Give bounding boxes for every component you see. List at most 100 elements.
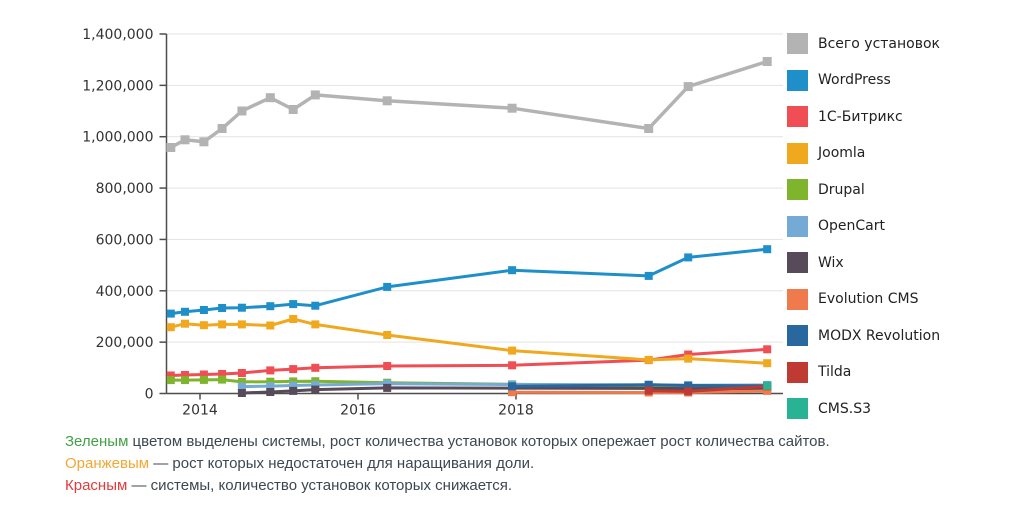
footnote-line: Зеленым цветом выделены системы, рост ко… — [65, 431, 965, 453]
series-marker-total-installs — [237, 106, 247, 116]
series-marker-joomla — [289, 315, 298, 323]
series-marker-1c-bitrix — [383, 362, 392, 370]
series-marker-1c-bitrix — [289, 365, 298, 374]
legend-label: Joomla — [818, 145, 866, 161]
series-marker-wordpress — [266, 302, 275, 311]
series-marker-opencart — [383, 379, 392, 388]
series-marker-drupal — [237, 377, 246, 386]
footnote-term: Зеленым — [65, 433, 129, 450]
series-marker-wix — [311, 385, 320, 394]
legend-swatch-evolution-cms — [787, 288, 808, 310]
legend-label: Drupal — [818, 181, 865, 198]
series-marker-1c-bitrix — [237, 369, 246, 377]
series-marker-wix — [383, 383, 392, 392]
legend-item-1c-bitrix: 1С-Битрикс — [787, 106, 940, 127]
y-tick-label: 200,000 — [96, 335, 154, 351]
series-marker-wordpress — [218, 304, 227, 312]
series-marker-total-installs — [288, 105, 298, 114]
series-line-total-installs — [169, 59, 768, 150]
series-marker-joomla — [684, 354, 693, 363]
footnote-line: Красным — системы, количество установок … — [65, 475, 965, 497]
series-marker-joomla — [383, 331, 392, 339]
series-marker-joomla — [644, 355, 653, 364]
series-marker-joomla — [311, 320, 320, 329]
y-tick-label: 1,000,000 — [82, 130, 153, 146]
legend-item-drupal: Drupal — [787, 179, 940, 200]
series-marker-wordpress — [237, 303, 246, 312]
legend-item-tilda: Tilda — [787, 361, 940, 383]
x-tick-label: 2018 — [498, 403, 534, 419]
series-marker-modx-revolution — [508, 382, 517, 391]
chart-footnotes: Зеленым цветом выделены системы, рост ко… — [65, 431, 965, 497]
series-marker-wordpress — [199, 306, 208, 314]
chart-legend: Всего установок WordPress 1С-Битрикс Joomla… — [787, 33, 940, 435]
series-marker-wordpress — [508, 266, 517, 275]
series-marker-drupal — [199, 375, 208, 384]
series-marker-drupal — [289, 377, 298, 386]
series-marker-joomla — [763, 359, 772, 368]
series-marker-wordpress — [311, 301, 320, 310]
legend-swatch-total-installs — [787, 33, 808, 54]
series-line-modx-revolution — [512, 383, 768, 388]
series-marker-wordpress — [166, 309, 175, 318]
legend-swatch-opencart — [787, 215, 808, 237]
series-marker-joomla — [266, 321, 275, 330]
series-marker-wordpress — [763, 245, 772, 254]
series-marker-total-installs — [762, 57, 772, 66]
legend-swatch-joomla — [787, 142, 808, 164]
series-marker-evolution-cms — [508, 388, 517, 397]
legend-swatch-wordpress — [787, 69, 808, 91]
footnote-term: Оранжевым — [65, 455, 150, 472]
series-marker-1c-bitrix — [763, 345, 772, 354]
series-marker-1c-bitrix — [311, 363, 320, 372]
footnote-text: — системы, количество установок которых … — [127, 477, 513, 494]
series-marker-1c-bitrix — [508, 361, 517, 370]
series-marker-total-installs — [180, 135, 190, 145]
series-marker-joomla — [181, 319, 189, 328]
y-tick-label: 1,200,000 — [82, 78, 153, 94]
legend-item-joomla: Joomla — [787, 142, 940, 164]
series-marker-tilda — [684, 387, 693, 396]
series-marker-joomla — [237, 320, 246, 329]
series-marker-wordpress — [383, 282, 392, 291]
series-marker-drupal — [181, 376, 189, 385]
legend-swatch-1c-bitrix — [787, 106, 808, 127]
legend-label: Wix — [818, 254, 844, 271]
legend-item-cms-s3: CMS.S3 — [787, 398, 940, 419]
series-marker-1c-bitrix — [218, 370, 227, 378]
series-line-wordpress — [170, 247, 768, 316]
legend-swatch-drupal — [787, 179, 808, 200]
footnote-text: — рост которых недостаточен для наращива… — [149, 455, 535, 472]
series-marker-wix — [237, 389, 246, 397]
cms-installations-line-chart: 0 200,000 400,000 600,000 800,000 1,000,000 1,… — [82, 27, 783, 419]
series-marker-1c-bitrix — [266, 366, 275, 375]
series-marker-total-installs — [507, 103, 517, 113]
series-marker-opencart — [266, 382, 275, 391]
series-marker-opencart — [237, 382, 246, 391]
series-marker-total-installs — [310, 90, 320, 100]
legend-label: WordPress — [818, 72, 891, 88]
series-marker-total-installs — [217, 124, 227, 133]
series-marker-wix — [266, 388, 275, 396]
legend-item-modx-revolution: MODX Revolution — [787, 325, 940, 346]
series-marker-wordpress — [644, 271, 653, 280]
series-marker-total-installs — [199, 137, 209, 147]
x-tick-label: 2014 — [182, 403, 218, 419]
legend-label: OpenCart — [818, 218, 885, 234]
series-marker-drupal — [266, 377, 275, 386]
series-marker-cms-s3 — [763, 381, 772, 390]
series-marker-total-installs — [683, 82, 693, 92]
legend-label: MODX Revolution — [818, 327, 941, 344]
series-marker-total-installs — [644, 124, 654, 133]
footnote-term: Красным — [65, 477, 128, 494]
series-marker-1c-bitrix — [166, 371, 175, 380]
series-marker-wix — [289, 386, 298, 395]
y-tick-label: 400,000 — [96, 284, 154, 300]
series-marker-1c-bitrix — [181, 371, 189, 379]
series-marker-total-installs — [265, 93, 275, 103]
legend-label: CMS.S3 — [818, 400, 871, 417]
series-line-evolution-cms — [512, 389, 768, 394]
legend-label: Всего установок — [818, 35, 940, 52]
legend-label: Tilda — [818, 364, 852, 380]
series-marker-tilda — [644, 386, 653, 395]
